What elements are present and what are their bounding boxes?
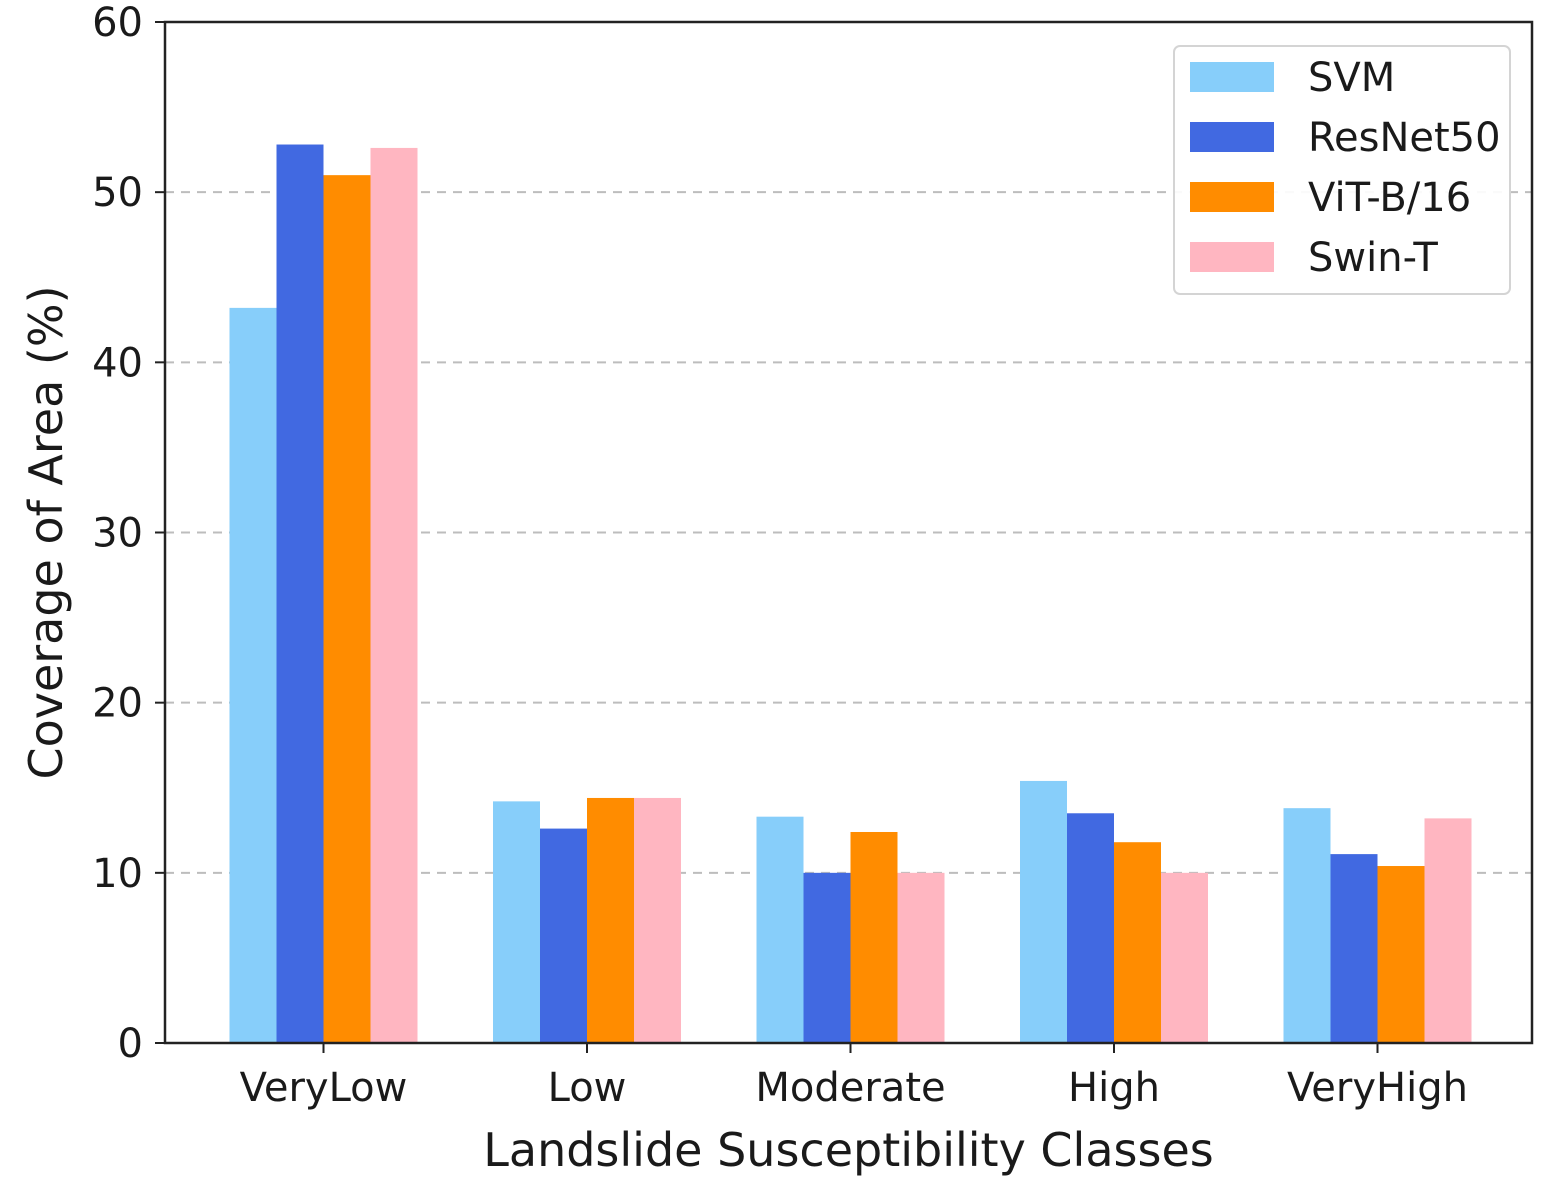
bar-swin-t-verylow [370,147,418,1043]
legend-label: Swin-T [1308,235,1438,281]
y-tick-label: 60 [92,0,143,46]
legend-swatch [1190,182,1274,212]
legend-swatch [1190,62,1274,92]
x-axis-ticks: VeryLow Low Moderate High VeryHigh [240,1043,1468,1111]
bar-svm-moderate [756,816,804,1043]
legend-label: SVM [1308,55,1395,101]
bar-svm-low [493,801,540,1043]
bar-svm-high [1020,780,1067,1043]
legend-label: ResNet50 [1308,115,1501,161]
bar-swin-t-veryhigh [1424,818,1472,1043]
x-tick-label: Moderate [755,1065,945,1111]
bar-swin-t-low [634,797,681,1043]
y-tick-label: 10 [92,851,143,897]
bar-vit-b-16-veryhigh [1377,866,1425,1043]
bar-vit-b-16-low [587,797,634,1043]
bar-resnet50-moderate [803,872,851,1043]
bar-resnet50-verylow [276,144,324,1043]
bar-resnet50-veryhigh [1330,854,1378,1043]
x-tick-label: Low [548,1065,627,1111]
y-tick-label: 30 [92,511,143,557]
y-tick-label: 0 [118,1021,143,1067]
legend-swatch [1190,242,1274,272]
bar-resnet50-low [540,828,587,1043]
bar-svm-veryhigh [1283,808,1331,1043]
bar-vit-b-16-high [1114,842,1161,1043]
x-tick-label: VeryLow [240,1065,408,1111]
x-axis-label: Landslide Susceptibility Classes [483,1123,1213,1177]
x-tick-label: High [1068,1065,1160,1111]
y-tick-label: 50 [92,170,143,216]
bar-vit-b-16-moderate [850,831,898,1043]
legend-box [1173,45,1511,295]
y-axis-label: Coverage of Area (%) [19,285,73,779]
y-tick-label: 20 [92,681,143,727]
y-tick-label: 40 [92,340,143,386]
bar-svm-verylow [229,307,277,1043]
legend-label: ViT-B/16 [1308,175,1471,221]
y-axis-ticks: 0 10 20 30 40 50 60 [92,0,165,1067]
legend: SVM ResNet50 ViT-B/16 Swin-T [1173,45,1511,295]
legend-swatch [1190,122,1274,152]
bar-swin-t-high [1161,872,1208,1043]
bar-vit-b-16-verylow [323,175,371,1043]
bar-resnet50-high [1067,813,1114,1043]
bars [229,144,1472,1043]
x-tick-label: VeryHigh [1287,1065,1468,1111]
bar-swin-t-moderate [897,872,945,1043]
